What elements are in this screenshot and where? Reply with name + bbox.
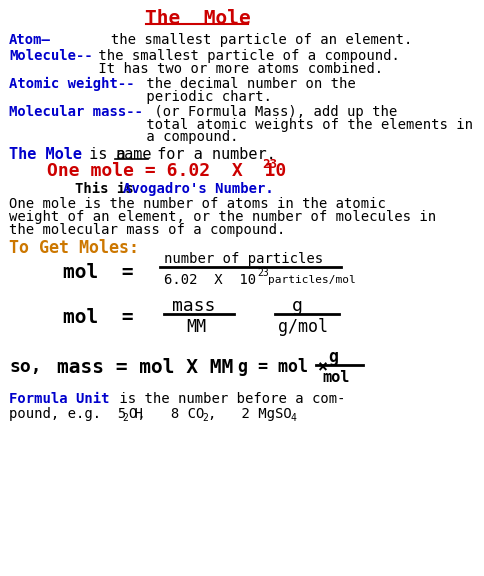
Text: the smallest particle of a compound.: the smallest particle of a compound.	[90, 50, 399, 63]
Text: Atomic weight--: Atomic weight--	[9, 77, 135, 91]
Text: One mole is the number of atoms in the atomic: One mole is the number of atoms in the a…	[9, 197, 385, 211]
Text: number of particles: number of particles	[163, 252, 322, 266]
Text: g = mol ×: g = mol ×	[237, 358, 327, 376]
Text: total atomic weights of the elements in: total atomic weights of the elements in	[137, 118, 472, 131]
Text: Atom—: Atom—	[9, 33, 51, 47]
Text: weight of an element, or the number of molecules in: weight of an element, or the number of m…	[9, 210, 436, 223]
Text: Avogadro's Number.: Avogadro's Number.	[123, 182, 273, 196]
Text: To Get Moles:: To Get Moles:	[9, 240, 139, 257]
Text: name: name	[115, 147, 151, 162]
Text: mol: mol	[321, 370, 349, 385]
Text: a compound.: a compound.	[137, 131, 238, 145]
Text: O,   8 CO: O, 8 CO	[129, 407, 204, 421]
Text: g: g	[328, 348, 338, 366]
Text: 6.02  X  10: 6.02 X 10	[163, 273, 255, 287]
Text: It has two or more atoms combined.: It has two or more atoms combined.	[90, 62, 382, 76]
Text: pound, e.g.  5 H: pound, e.g. 5 H	[9, 407, 143, 421]
Text: 23: 23	[257, 268, 268, 278]
Text: MM: MM	[186, 317, 206, 336]
Text: periodic chart.: periodic chart.	[137, 90, 272, 104]
Text: so,: so,	[9, 358, 42, 376]
Text: g: g	[292, 297, 302, 315]
Text: Formula Unit: Formula Unit	[9, 392, 109, 406]
Text: 4: 4	[290, 413, 296, 423]
Text: mol  =: mol =	[63, 263, 133, 282]
Text: mass = mol X MM: mass = mol X MM	[58, 358, 233, 377]
Text: This is: This is	[75, 182, 142, 196]
Text: is the number before a com-: is the number before a com-	[110, 392, 344, 406]
Text: (or Formula Mass), add up the: (or Formula Mass), add up the	[146, 105, 396, 119]
Text: The Mole: The Mole	[9, 147, 82, 162]
Text: ,   2 MgSO: , 2 MgSO	[208, 407, 291, 421]
Text: mass: mass	[171, 297, 215, 315]
Text: 2: 2	[202, 413, 208, 423]
Text: mol  =: mol =	[63, 308, 133, 327]
Text: the molecular mass of a compound.: the molecular mass of a compound.	[9, 222, 285, 237]
Text: 2: 2	[121, 413, 127, 423]
Text: 23: 23	[261, 158, 276, 170]
Text: the decimal number on the: the decimal number on the	[137, 77, 355, 91]
Text: Molecular mass--: Molecular mass--	[9, 105, 143, 119]
Text: The  Mole: The Mole	[144, 9, 250, 28]
Text: particles/mol: particles/mol	[268, 275, 355, 285]
Text: for a number.: for a number.	[147, 147, 275, 162]
Text: Molecule--: Molecule--	[9, 50, 93, 63]
Text: g/mol: g/mol	[277, 317, 327, 336]
Text: is a: is a	[80, 147, 135, 162]
Text: the smallest particle of an element.: the smallest particle of an element.	[69, 33, 411, 47]
Text: One mole = 6.02  X  10: One mole = 6.02 X 10	[47, 162, 286, 180]
